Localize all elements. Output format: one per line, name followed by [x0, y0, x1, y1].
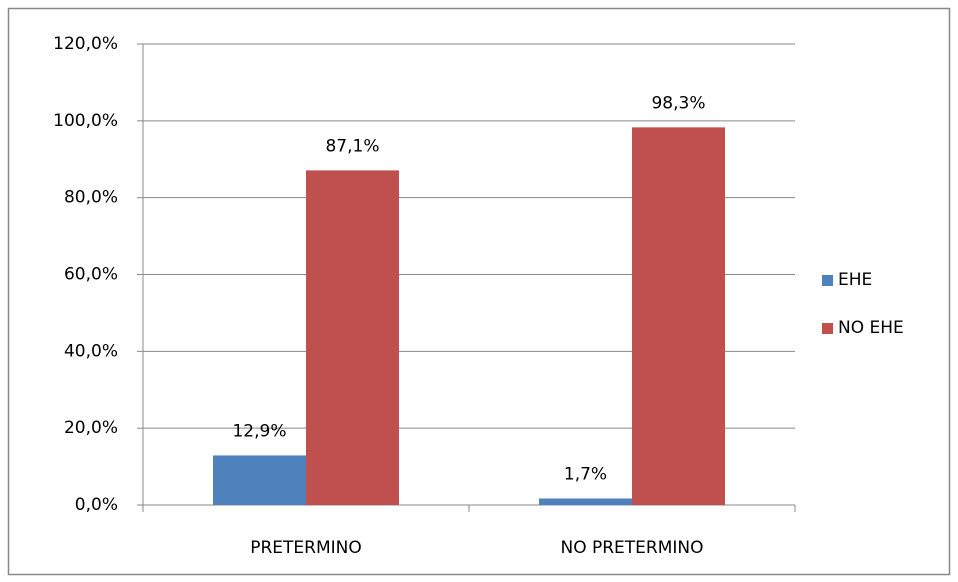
- legend-label: NO EHE: [838, 318, 904, 338]
- value-label: 87,1%: [325, 136, 379, 156]
- y-tick-label: 40,0%: [64, 341, 118, 361]
- value-label: 1,7%: [564, 464, 607, 484]
- bar: [539, 498, 632, 505]
- legend-swatch: [822, 275, 833, 286]
- y-tick-label: 100,0%: [53, 111, 118, 131]
- bar: [213, 455, 306, 505]
- chart-border: [7, 7, 951, 576]
- value-label: 98,3%: [651, 93, 705, 113]
- bar: [306, 170, 399, 505]
- x-tick-label: PRETERMINO: [250, 538, 362, 558]
- y-tick-label: 80,0%: [64, 188, 118, 208]
- y-tick-label: 0,0%: [75, 495, 118, 515]
- legend-swatch: [822, 323, 833, 334]
- legend-label: EHE: [838, 270, 872, 290]
- x-tick-label: NO PRETERMINO: [560, 538, 703, 558]
- bar: [632, 127, 725, 505]
- y-tick-label: 60,0%: [64, 265, 118, 285]
- value-label: 12,9%: [232, 421, 286, 441]
- y-tick-label: 120,0%: [53, 34, 118, 54]
- y-tick-label: 20,0%: [64, 418, 118, 438]
